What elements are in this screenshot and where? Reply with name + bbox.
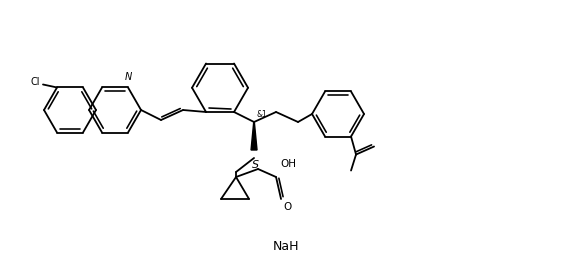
Text: NaH: NaH <box>273 240 299 252</box>
Text: O: O <box>283 202 291 212</box>
Text: OH: OH <box>280 159 296 169</box>
Text: S: S <box>252 160 259 170</box>
Polygon shape <box>251 122 257 150</box>
Text: &1: &1 <box>256 110 267 119</box>
Text: Cl: Cl <box>30 77 40 87</box>
Text: N: N <box>124 72 132 83</box>
